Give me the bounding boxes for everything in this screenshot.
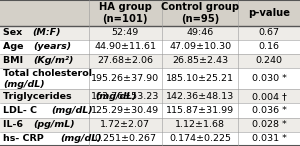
Text: (years): (years)	[34, 42, 72, 51]
Bar	[238, 89, 300, 104]
Text: hs- CRP: hs- CRP	[3, 134, 47, 143]
Bar	[0, 118, 88, 132]
Text: (M:F): (M:F)	[32, 28, 61, 37]
Text: 0.240: 0.240	[256, 57, 283, 65]
Bar	[162, 104, 238, 118]
Text: Total cholesterol: Total cholesterol	[3, 69, 92, 78]
Text: 125.29±30.49: 125.29±30.49	[91, 106, 159, 115]
Text: 185.10±25.21: 185.10±25.21	[166, 74, 234, 83]
Text: BMI: BMI	[3, 57, 26, 65]
Bar	[88, 26, 162, 40]
Bar	[162, 68, 238, 89]
Bar	[88, 118, 162, 132]
Text: 0.251±0.267: 0.251±0.267	[94, 134, 156, 143]
Bar	[88, 132, 162, 146]
Bar	[162, 132, 238, 146]
Text: 0.16: 0.16	[259, 42, 280, 51]
Bar	[162, 26, 238, 40]
Text: p-value: p-value	[248, 8, 290, 18]
Text: 0.028 *: 0.028 *	[252, 120, 286, 129]
Bar	[88, 104, 162, 118]
Text: Triglycerides: Triglycerides	[3, 92, 75, 101]
Text: (pg/mL): (pg/mL)	[33, 120, 75, 129]
Bar	[0, 68, 88, 89]
Text: (mg/dL): (mg/dL)	[96, 92, 137, 101]
Bar	[88, 89, 162, 104]
Text: (Kg/m²): (Kg/m²)	[33, 57, 74, 65]
Text: Control group
(n=95): Control group (n=95)	[161, 2, 239, 24]
Bar	[162, 54, 238, 68]
Bar	[238, 40, 300, 54]
Bar	[162, 89, 238, 104]
Text: 0.031 *: 0.031 *	[252, 134, 287, 143]
Bar	[0, 104, 88, 118]
Bar	[88, 54, 162, 68]
Bar	[162, 0, 238, 26]
Bar	[238, 104, 300, 118]
Bar	[0, 26, 88, 40]
Text: 47.09±10.30: 47.09±10.30	[169, 42, 231, 51]
Bar	[238, 54, 300, 68]
Text: 0.004 †: 0.004 †	[252, 92, 287, 101]
Text: (mg/dL): (mg/dL)	[3, 80, 45, 89]
Text: IL-6: IL-6	[3, 120, 26, 129]
Text: 0.036 *: 0.036 *	[252, 106, 287, 115]
Text: 0.030 *: 0.030 *	[252, 74, 287, 83]
Bar	[238, 118, 300, 132]
Text: 163.76±53.23: 163.76±53.23	[91, 92, 159, 101]
Bar	[238, 132, 300, 146]
Text: 195.26±37.90: 195.26±37.90	[91, 74, 159, 83]
Bar	[162, 118, 238, 132]
Text: 0.174±0.225: 0.174±0.225	[169, 134, 231, 143]
Bar	[238, 26, 300, 40]
Text: LDL- C: LDL- C	[3, 106, 40, 115]
Bar	[88, 40, 162, 54]
Bar	[0, 0, 88, 26]
Text: 52:49: 52:49	[112, 28, 139, 37]
Text: 44.90±11.61: 44.90±11.61	[94, 42, 156, 51]
Bar	[88, 0, 162, 26]
Text: 49:46: 49:46	[187, 28, 214, 37]
Text: Age: Age	[3, 42, 27, 51]
Text: HA group
(n=101): HA group (n=101)	[99, 2, 152, 24]
Text: 142.36±48.13: 142.36±48.13	[166, 92, 234, 101]
Text: 1.12±1.68: 1.12±1.68	[175, 120, 225, 129]
Text: 1.72±2.07: 1.72±2.07	[100, 120, 150, 129]
Bar	[0, 89, 88, 104]
Text: Sex: Sex	[3, 28, 26, 37]
Bar	[0, 132, 88, 146]
Text: 0.67: 0.67	[259, 28, 280, 37]
Text: 26.85±2.43: 26.85±2.43	[172, 57, 228, 65]
Text: (mg/dL): (mg/dL)	[51, 106, 93, 115]
Bar	[0, 40, 88, 54]
Text: 115.87±31.99: 115.87±31.99	[166, 106, 234, 115]
Bar	[162, 40, 238, 54]
Bar	[238, 68, 300, 89]
Text: (mg/dL): (mg/dL)	[60, 134, 101, 143]
Bar	[238, 0, 300, 26]
Bar	[0, 54, 88, 68]
Text: 27.68±2.06: 27.68±2.06	[97, 57, 153, 65]
Bar	[88, 68, 162, 89]
